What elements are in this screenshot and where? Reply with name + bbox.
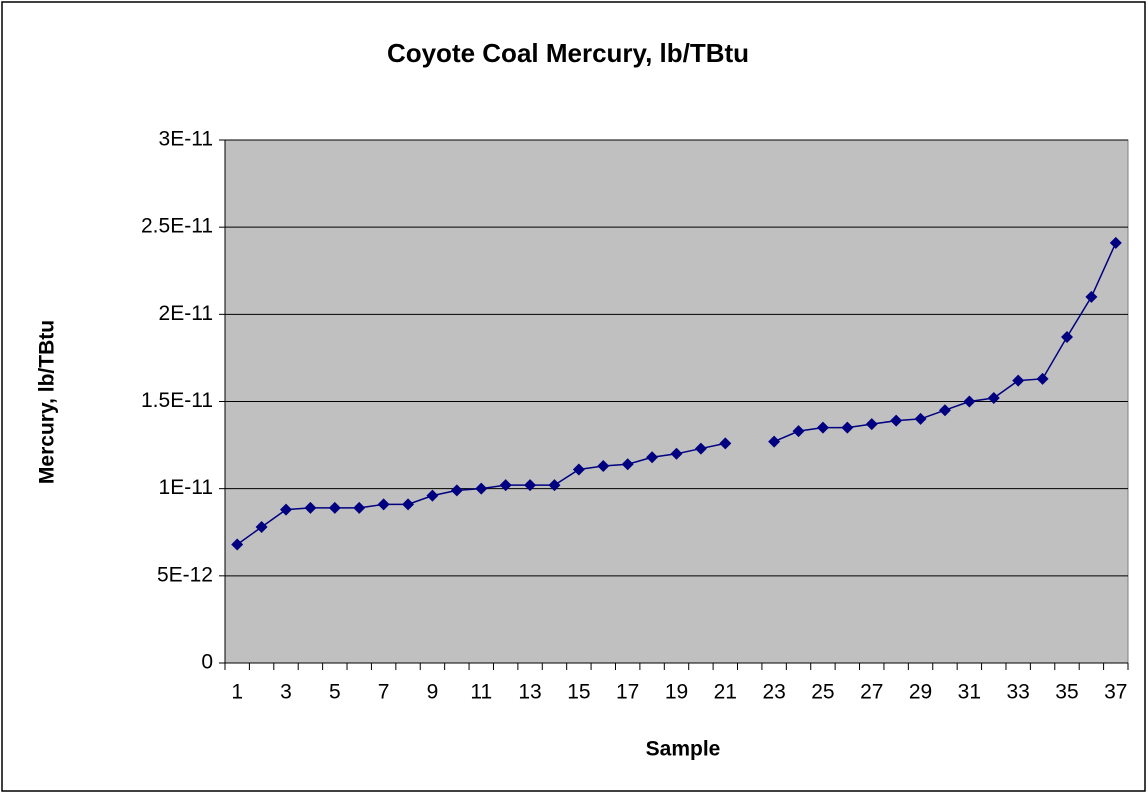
x-tick-label: 3 — [280, 681, 292, 704]
data-marker — [377, 498, 390, 511]
data-marker — [548, 479, 561, 492]
x-axis-label: Sample — [646, 738, 721, 761]
data-marker — [1036, 372, 1049, 385]
y-tick-label: 3E-11 — [159, 128, 213, 151]
x-tick-label: 9 — [427, 681, 439, 704]
x-tick-label: 25 — [811, 681, 834, 704]
data-marker — [524, 479, 537, 492]
x-tick-label: 27 — [860, 681, 883, 704]
data-marker — [597, 460, 610, 473]
data-marker — [719, 437, 732, 450]
y-tick-label: 1.5E-11 — [141, 389, 213, 412]
x-tick-label: 13 — [518, 681, 541, 704]
data-marker — [816, 421, 829, 434]
data-marker — [987, 392, 1000, 405]
data-marker — [890, 414, 903, 427]
y-tick-label: 1E-11 — [159, 476, 213, 499]
data-marker — [1012, 374, 1025, 387]
data-marker — [450, 484, 463, 497]
data-marker — [255, 521, 268, 534]
data-marker — [865, 418, 878, 431]
data-marker — [1060, 330, 1073, 343]
y-tick-label: 2E-11 — [159, 302, 213, 325]
y-tick-label: 2.5E-11 — [141, 215, 213, 238]
x-tick-label: 37 — [1104, 681, 1127, 704]
data-marker — [768, 435, 781, 448]
x-tick-label: 21 — [714, 681, 737, 704]
data-marker — [694, 442, 707, 455]
x-tick-label: 17 — [616, 681, 639, 704]
data-marker — [621, 458, 634, 471]
data-marker — [1109, 236, 1122, 249]
x-tick-label: 23 — [762, 681, 785, 704]
chart-title: Coyote Coal Mercury, lb/TBtu — [387, 38, 749, 68]
x-tick-label: 33 — [1006, 681, 1029, 704]
x-tick-label: 15 — [567, 681, 590, 704]
data-marker — [670, 447, 683, 460]
data-marker — [914, 412, 927, 425]
x-tick-label: 19 — [665, 681, 688, 704]
data-marker — [475, 482, 488, 495]
y-axis-label: Mercury, lb/TBtu — [36, 320, 59, 484]
data-marker — [304, 501, 317, 514]
data-marker — [231, 538, 244, 551]
data-marker — [402, 498, 415, 511]
y-tick-label: 5E-12 — [157, 563, 213, 586]
data-marker — [328, 501, 341, 514]
data-marker — [426, 489, 439, 502]
data-marker — [841, 421, 854, 434]
data-marker — [499, 479, 512, 492]
data-marker — [572, 463, 585, 476]
y-tick-label: 0 — [201, 651, 213, 674]
x-tick-label: 31 — [958, 681, 981, 704]
x-tick-label: 5 — [329, 681, 341, 704]
x-tick-label: 29 — [909, 681, 932, 704]
x-tick-label: 35 — [1055, 681, 1078, 704]
data-marker — [353, 501, 366, 514]
data-marker — [938, 404, 951, 417]
x-tick-label: 11 — [470, 681, 492, 704]
x-tick-label: 7 — [378, 681, 390, 704]
data-marker — [792, 425, 805, 438]
data-marker — [963, 395, 976, 408]
data-marker — [1085, 290, 1098, 303]
x-tick-label: 1 — [231, 681, 243, 704]
data-marker — [646, 451, 659, 464]
data-marker — [280, 503, 293, 516]
